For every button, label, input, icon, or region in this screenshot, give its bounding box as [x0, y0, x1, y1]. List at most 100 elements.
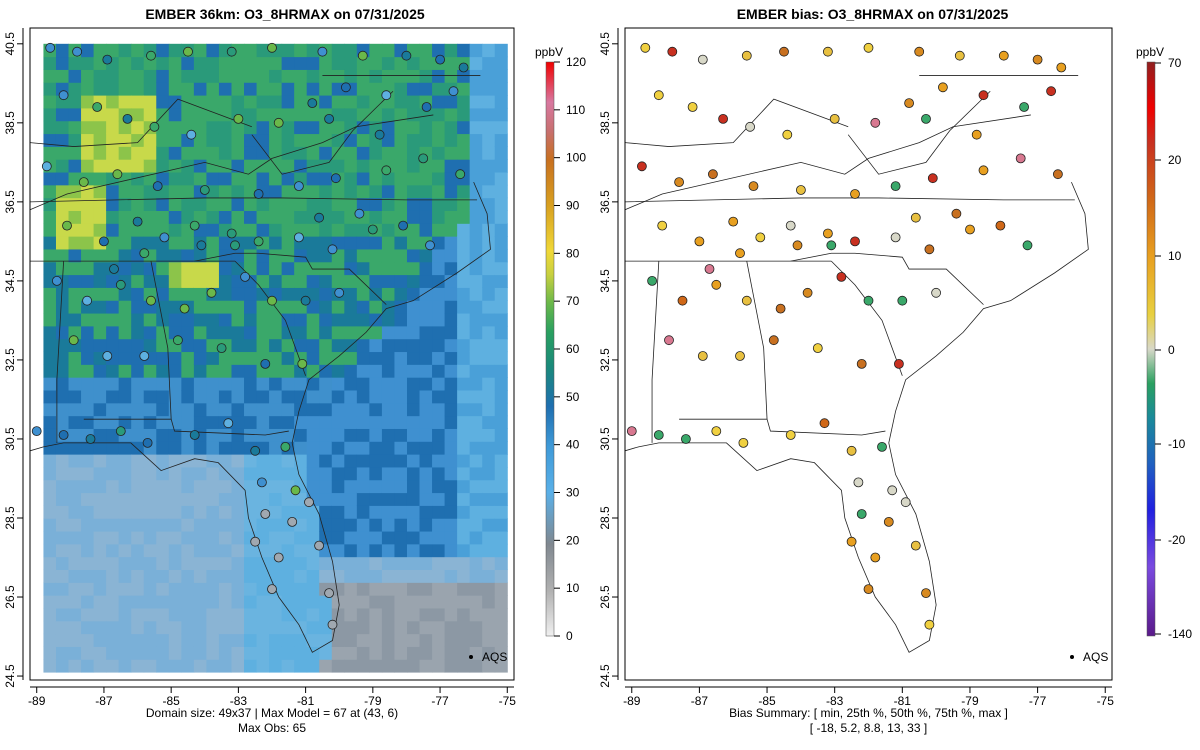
grid-cell	[206, 82, 220, 96]
grid-cell	[55, 248, 70, 263]
grid-cell	[269, 505, 283, 519]
grid-cell	[294, 390, 308, 404]
grid-cell	[482, 531, 496, 545]
grid-cell	[168, 505, 182, 519]
grid-cell	[356, 364, 370, 378]
grid-cell	[231, 184, 245, 199]
grid-cell	[457, 159, 471, 173]
grid-cell	[457, 390, 471, 404]
grid-cell	[432, 505, 446, 519]
grid-cell	[143, 390, 157, 404]
grid-cell	[118, 120, 132, 135]
grid-cell	[256, 197, 270, 211]
grid-cell	[494, 107, 508, 122]
grid-cell	[406, 313, 421, 327]
grid-cell	[356, 518, 370, 532]
obs-site-marker	[233, 114, 244, 124]
grid-cell	[231, 364, 245, 378]
grid-cell	[406, 338, 421, 353]
grid-cell	[444, 325, 458, 340]
y-tick-label: 24.5	[598, 664, 612, 688]
grid-cell	[319, 69, 333, 83]
grid-cell	[131, 479, 145, 494]
grid-cell	[469, 95, 483, 109]
grid-cell	[406, 351, 421, 365]
obs-site-marker	[115, 426, 126, 437]
grid-cell	[394, 133, 408, 147]
grid-cell	[381, 248, 395, 263]
grid-cell	[331, 479, 345, 494]
grid-cell	[81, 620, 95, 635]
grid-cell	[81, 505, 95, 519]
grid-cell	[419, 402, 433, 417]
grid-cell	[156, 428, 170, 442]
grid-cell	[319, 402, 333, 417]
grid-cell	[369, 569, 383, 583]
grid-cell	[231, 133, 245, 147]
grid-cell	[494, 210, 508, 224]
grid-cell	[181, 620, 195, 635]
grid-cell	[206, 492, 220, 506]
grid-cell	[394, 146, 408, 160]
bias-site-marker	[718, 114, 728, 124]
grid-cell	[469, 595, 483, 609]
grid-cell	[406, 107, 421, 122]
grid-cell	[43, 236, 57, 250]
grid-cell	[55, 646, 70, 660]
grid-cell	[494, 466, 508, 481]
bias-site-marker	[846, 445, 857, 456]
grid-cell	[457, 518, 471, 532]
grid-cell	[369, 184, 383, 199]
grid-cell	[482, 607, 496, 622]
grid-cell	[381, 479, 395, 494]
grid-cell	[344, 107, 358, 122]
grid-cell	[168, 172, 182, 186]
grid-cell	[218, 248, 232, 263]
grid-cell	[156, 197, 170, 211]
grid-cell	[369, 197, 383, 211]
grid-cell	[432, 210, 446, 224]
state-border	[56, 261, 65, 443]
grid-cell	[356, 402, 370, 417]
grid-cell	[381, 454, 395, 468]
grid-cell	[406, 607, 421, 622]
grid-cell	[294, 210, 308, 224]
grid-cell	[206, 543, 220, 558]
grid-cell	[81, 518, 95, 532]
grid-cell	[118, 210, 132, 224]
state-border	[624, 197, 1075, 203]
obs-site-marker	[304, 497, 314, 508]
grid-cell	[43, 595, 57, 609]
grid-cell	[344, 172, 358, 186]
bias-site-marker	[978, 90, 989, 101]
grid-cell	[231, 595, 245, 609]
grid-cell	[106, 518, 120, 532]
grid-cell	[181, 338, 195, 353]
grid-cell	[482, 402, 496, 417]
grid-cell	[269, 620, 283, 635]
grid-cell	[131, 146, 145, 160]
grid-cell	[281, 377, 295, 391]
x-tick-label: -87	[691, 694, 709, 708]
grid-cell	[193, 582, 207, 596]
grid-cell	[419, 505, 433, 519]
grid-cell	[294, 402, 308, 417]
grid-cell	[118, 223, 132, 237]
bias-site-marker	[664, 335, 674, 346]
grid-cell	[131, 313, 145, 327]
grid-cell	[394, 659, 408, 673]
grid-cell	[55, 159, 70, 173]
grid-cell	[494, 82, 508, 96]
grid-cell	[306, 607, 320, 622]
grid-cell	[93, 428, 107, 442]
obs-site-marker	[132, 216, 143, 227]
grid-cell	[206, 505, 220, 519]
grid-cell	[306, 377, 320, 391]
grid-cell	[93, 82, 107, 96]
grid-cell	[381, 377, 395, 391]
grid-cell	[306, 569, 320, 583]
x-tick-label: -75	[499, 694, 517, 708]
obs-site-marker	[226, 228, 237, 239]
grid-cell	[344, 505, 358, 519]
grid-cell	[457, 492, 471, 506]
